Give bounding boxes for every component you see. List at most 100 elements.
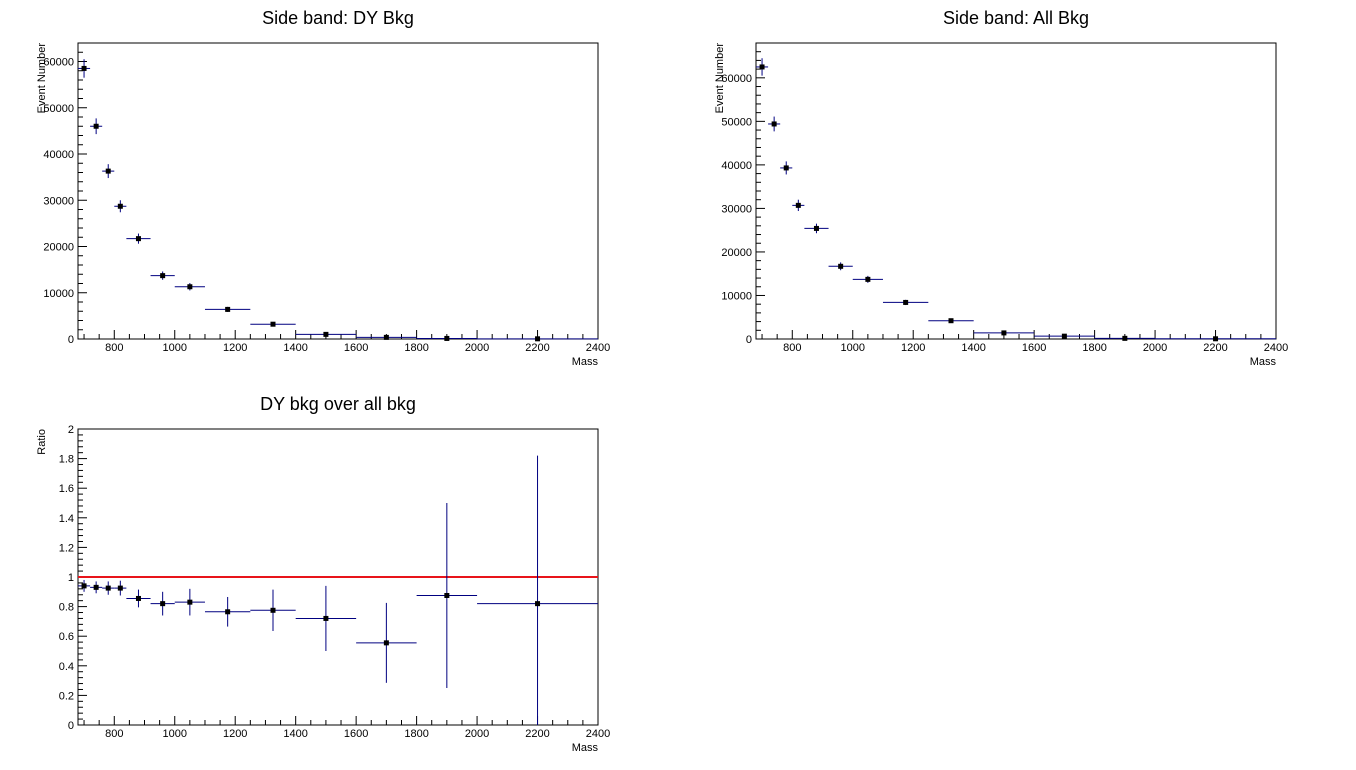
chart-2-y-tick-label: 0 [746,334,752,346]
chart-3-data-point [81,583,87,589]
chart-1-y-tick-label: 0 [68,334,74,346]
chart-2-data-point [903,299,909,305]
chart-2-title: Side band: All Bkg [942,8,1090,28]
chart-3-y-tick-label: 1 [68,572,74,584]
chart-1-x-tick-label: 1400 [283,342,307,354]
chart-3-data-point [160,601,166,607]
chart-3-y-tick-label: 0.2 [59,690,74,702]
chart-3-data-point [225,609,231,615]
chart-1-y-tick-label: 50000 [43,103,74,115]
chart-2-x-tick-label: 1800 [1082,342,1106,354]
chart-2-y-tick-label: 40000 [721,160,752,172]
chart-1-x-tick-label: 1600 [344,342,368,354]
chart-2-data-point [948,318,954,324]
chart-3-data-point [323,615,329,621]
chart-2-y-tick-label: 20000 [721,247,752,259]
chart-2-y-axis-label: Event Number [714,43,726,114]
chart-1-data-point [105,168,111,174]
chart-3-x-tick-label: 2200 [525,728,549,740]
chart-3-x-tick-label: 1400 [283,728,307,740]
chart-1-y-tick-label: 10000 [43,288,74,300]
chart-1-frame [77,42,599,340]
chart-3-x-tick-label: 800 [105,728,123,740]
chart-1-data-point [135,236,141,242]
chart-2-x-tick-label: 800 [783,342,801,354]
chart-3-data-point [270,607,276,613]
chart-2-data-point [1061,333,1067,339]
chart-2-y-tick-label: 10000 [721,290,752,302]
chart-3-data-point [187,599,193,605]
chart-1-y-tick-label: 30000 [43,195,74,207]
chart-1-y-tick-label: 60000 [43,57,74,69]
chart-1-y-tick-label: 40000 [43,149,74,161]
chart-3-data-point [444,593,450,598]
chart-1-data-point [270,321,276,327]
chart-2-data-point [759,64,765,70]
chart-3-data-point [383,640,389,646]
chart-3-y-tick-label: 0.8 [59,602,74,614]
chart-2-x-tick-label: 1000 [841,342,865,354]
chart-2-x-tick-label: 1200 [901,342,925,354]
chart-2-data-point [783,165,789,171]
chart-3-y-tick-label: 2 [68,424,74,436]
chart-2-data-point [1001,330,1007,336]
chart-3-x-tick-label: 1800 [404,728,428,740]
chart-2-y-tick-label: 50000 [721,116,752,128]
chart-3-y-tick-label: 1.2 [59,542,74,554]
chart-1-x-tick-label: 1800 [404,342,428,354]
chart-3-data-point [117,585,123,591]
chart-2-data-point [838,263,844,269]
chart-3-data-point [535,601,541,607]
chart-1-y-tick-label: 20000 [43,242,74,254]
chart-3-x-tick-label: 2400 [586,728,610,740]
chart-3-y-tick-label: 0.4 [59,661,74,673]
chart-1-title: Side band: DY Bkg [262,8,414,28]
chart-1-data-point [93,123,99,129]
chart-2-data-point [1122,335,1128,341]
chart-1-data-point [323,331,329,337]
chart-3-y-axis-label: Ratio [36,429,48,455]
chart-2-data-point [813,225,819,231]
chart-3-x-tick-label: 1200 [223,728,247,740]
chart-3-y-tick-label: 0 [68,720,74,732]
chart-1-x-tick-label: 2000 [465,342,489,354]
chart-1-data-point [444,335,450,341]
chart-3-y-tick-label: 1.6 [59,483,74,495]
chart-1-x-tick-label: 1000 [163,342,187,354]
chart-1-x-axis-label: Mass [572,356,599,368]
chart-3-x-tick-label: 1600 [344,728,368,740]
chart-1-data-point [383,334,389,340]
chart-2-data-point [865,276,871,282]
chart-1-data-point [117,203,123,209]
chart-3-x-tick-label: 2000 [465,728,489,740]
chart-2-frame [755,42,1277,340]
chart-1-data-point [160,273,166,279]
chart-3-data-point [105,585,111,591]
chart-2-x-tick-label: 2400 [1264,342,1288,354]
chart-2-x-tick-label: 1400 [961,342,985,354]
chart-3-x-axis-label: Mass [572,742,599,754]
chart-2-data-point [795,202,801,208]
chart-3-y-tick-label: 0.6 [59,631,74,643]
chart-1-data-point [535,336,541,342]
chart-1-x-tick-label: 2400 [586,342,610,354]
chart-1-y-axis-label: Event Number [36,43,48,114]
chart-2-data-point [771,121,777,127]
chart-2-data-point [1213,336,1219,342]
chart-3-data-point [135,595,141,601]
chart-2-x-tick-label: 1600 [1022,342,1046,354]
chart-2-x-tick-label: 2000 [1143,342,1167,354]
chart-1-x-tick-label: 2200 [525,342,549,354]
chart-3-title: DY bkg over all bkg [260,394,416,414]
chart-1-data-point [81,65,87,71]
chart-2-y-tick-label: 30000 [721,203,752,215]
chart-2-y-tick-label: 60000 [721,73,752,85]
chart-2-x-axis-label: Mass [1250,356,1277,368]
chart-1-x-tick-label: 800 [105,342,123,354]
chart-3-y-tick-label: 1.8 [59,454,74,466]
chart-3-y-tick-label: 1.4 [59,513,74,525]
chart-3-data-point [93,584,99,590]
chart-2-x-tick-label: 2200 [1203,342,1227,354]
